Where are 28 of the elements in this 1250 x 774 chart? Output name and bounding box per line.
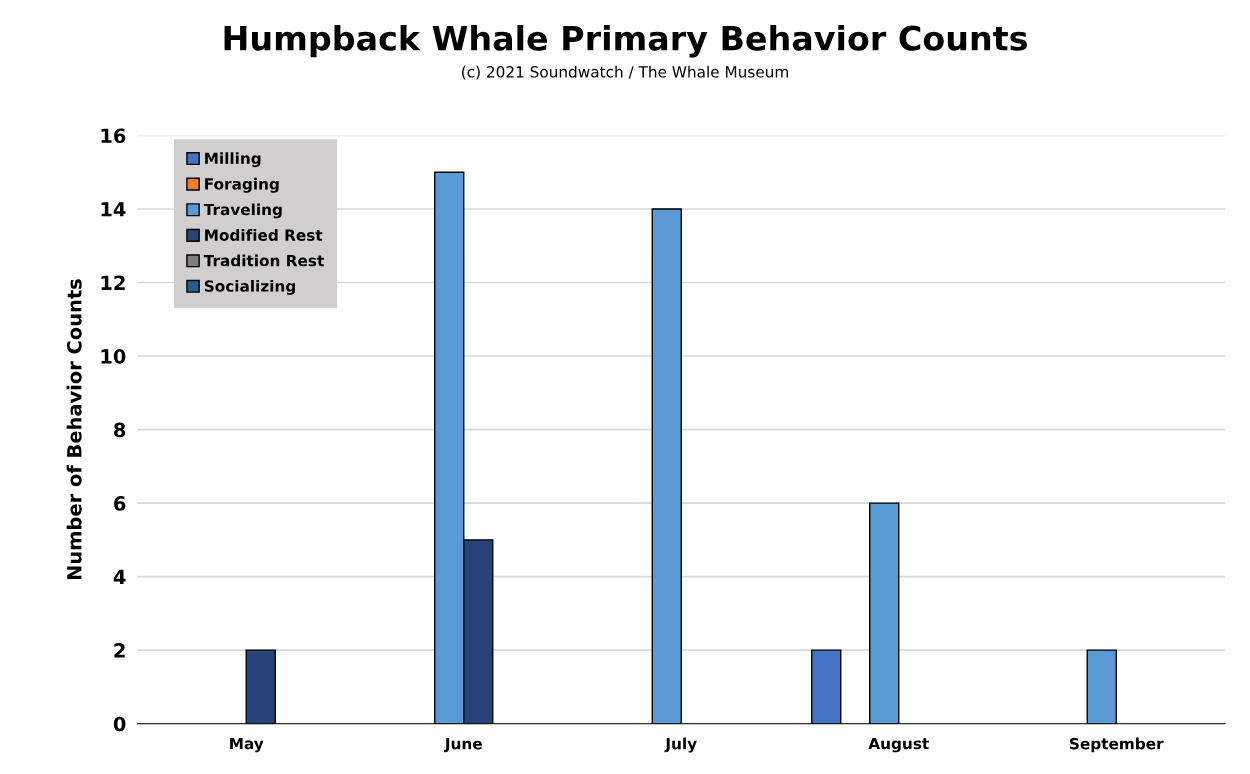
y-tick-label: 14 xyxy=(101,202,126,217)
x-tick-label: June xyxy=(443,738,482,753)
y-tick-label: 6 xyxy=(114,496,126,511)
bar xyxy=(245,649,276,724)
y-tick-label: 8 xyxy=(114,422,126,438)
legend-label: Modified Rest xyxy=(205,229,323,241)
y-tick-label: 4 xyxy=(113,569,126,585)
x-tick-label: August xyxy=(868,737,929,753)
chart-subtitle: (c) 2021 Soundwatch / The Whale Museum xyxy=(462,65,788,80)
x-tick-label: May xyxy=(230,737,264,753)
bar xyxy=(651,208,682,724)
x-tick-label: July xyxy=(664,737,697,753)
y-axis-title: Number of Behavior Counts xyxy=(66,279,82,580)
legend-label: Tradition Rest xyxy=(203,254,324,267)
legend-label: Socializing xyxy=(204,280,295,295)
y-tick-label: 0 xyxy=(113,716,126,732)
y-tick-label: 10 xyxy=(101,349,126,364)
legend-label: Milling xyxy=(205,152,261,168)
y-tick-label: 2 xyxy=(114,643,125,658)
x-tick-label: September xyxy=(1069,737,1164,753)
bar xyxy=(811,649,842,724)
legend-label: Foraging xyxy=(205,177,279,193)
y-tick-label: 16 xyxy=(101,128,126,144)
chart-title: Humpback Whale Primary Behavior Counts xyxy=(224,24,1027,58)
legend-label: Traveling xyxy=(203,203,282,219)
bar xyxy=(869,502,900,724)
y-tick-label: 12 xyxy=(101,275,125,290)
bar xyxy=(1086,649,1117,724)
